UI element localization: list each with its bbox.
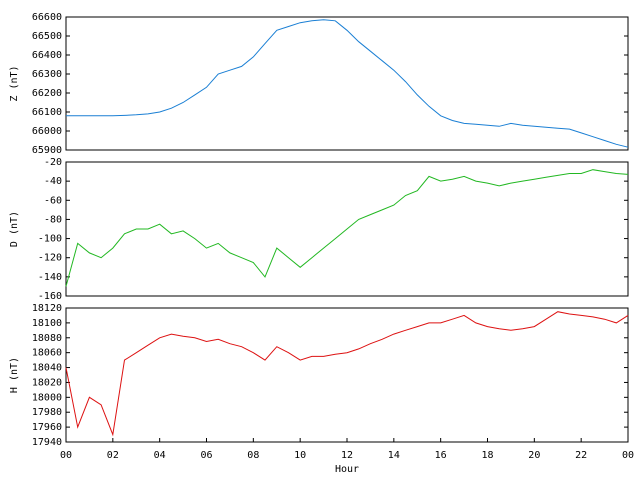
y-tick-label: 17960 (32, 422, 62, 433)
y-tick-label: -100 (38, 234, 62, 245)
y-tick-label: -120 (38, 253, 62, 264)
y-tick-label: -160 (38, 291, 62, 302)
y-tick-label: 18120 (32, 303, 62, 314)
panel-frame (65, 161, 629, 297)
y-tick-label: 66200 (32, 88, 62, 99)
x-tick-label: 00 (622, 450, 634, 461)
y-tick-label: 18040 (32, 363, 62, 374)
y-tick-label: 17940 (32, 437, 62, 448)
y-tick-label: 66500 (32, 31, 62, 42)
panel-frame (65, 307, 629, 443)
y-tick-label: 66300 (32, 69, 62, 80)
x-tick-label: 00 (60, 450, 72, 461)
x-tick-label: 08 (247, 450, 259, 461)
y-tick-label: 18020 (32, 377, 62, 388)
x-tick-label: 06 (200, 450, 212, 461)
y-tick-label: 66000 (32, 126, 62, 137)
panel-frame (65, 16, 629, 151)
x-axis-label: Hour (335, 464, 359, 475)
y-tick-label: -140 (38, 272, 62, 283)
y-tick-label: 66100 (32, 107, 62, 118)
data-line (65, 169, 629, 287)
x-tick-label: 22 (575, 450, 587, 461)
y-tick-label: -80 (44, 214, 62, 225)
y-tick-label: -40 (44, 176, 62, 187)
x-tick-label: 18 (481, 450, 493, 461)
y-tick-label: 18100 (32, 318, 62, 329)
x-tick-label: 20 (528, 450, 540, 461)
y-tick-label: -20 (44, 157, 62, 168)
y-axis-label: H (nT) (9, 357, 20, 393)
y-tick-label: 18080 (32, 333, 62, 344)
x-tick-label: 12 (341, 450, 353, 461)
y-axis-label: Z (nT) (9, 65, 20, 101)
y-tick-label: 18000 (32, 392, 62, 403)
y-tick-label: 66600 (32, 12, 62, 23)
x-tick-label: 14 (388, 450, 400, 461)
y-tick-label: 18060 (32, 348, 62, 359)
x-tick-label: 02 (107, 450, 119, 461)
data-line (66, 19, 629, 148)
x-tick-label: 10 (294, 450, 306, 461)
y-tick-label: 17980 (32, 407, 62, 418)
x-tick-label: 16 (435, 450, 447, 461)
x-tick-label: 04 (154, 450, 166, 461)
y-tick-label: 65900 (32, 145, 62, 156)
data-line (65, 311, 629, 437)
y-axis-label: D (nT) (9, 211, 20, 247)
y-tick-label: 66400 (32, 50, 62, 61)
y-tick-label: -60 (44, 195, 62, 206)
